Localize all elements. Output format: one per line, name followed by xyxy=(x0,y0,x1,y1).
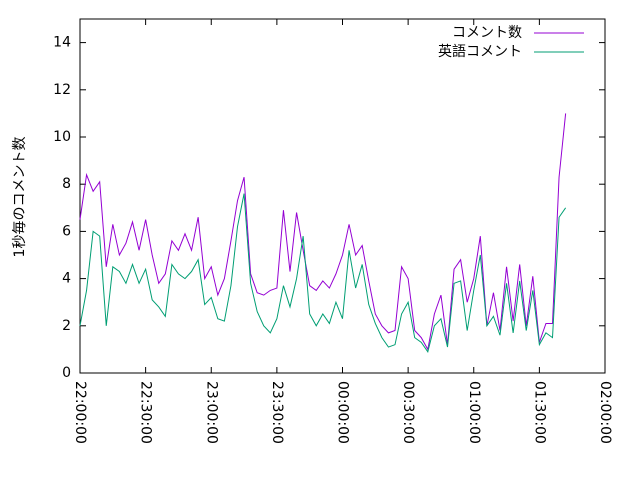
x-tick-label: 22:00:00 xyxy=(72,381,88,444)
x-tick-label: 02:00:00 xyxy=(597,381,613,444)
y-tick-label: 6 xyxy=(62,223,71,239)
x-tick-label: 00:30:00 xyxy=(400,381,416,444)
y-tick-label: 8 xyxy=(62,176,71,192)
y-tick-label: 0 xyxy=(62,365,71,381)
x-tick-label: 01:30:00 xyxy=(531,381,547,444)
plot-frame xyxy=(79,18,606,374)
x-tick-label: 01:00:00 xyxy=(466,381,482,444)
y-tick-label: 4 xyxy=(62,271,71,287)
y-tick-label: 12 xyxy=(53,82,71,98)
y-tick-label: 2 xyxy=(62,318,71,334)
series-line xyxy=(79,113,567,351)
y-axis-label: 1秒毎のコメント数 xyxy=(12,137,28,258)
legend-label: コメント数 xyxy=(452,25,522,41)
series-line xyxy=(79,193,567,353)
x-tick-label: 22:30:00 xyxy=(138,381,154,444)
x-tick-label: 23:30:00 xyxy=(269,381,285,444)
y-tick-label: 14 xyxy=(53,35,71,51)
x-tick-label: 00:00:00 xyxy=(335,381,351,444)
x-tick-label: 23:00:00 xyxy=(203,381,219,444)
legend-label: 英語コメント xyxy=(438,43,522,60)
y-tick-label: 10 xyxy=(53,129,71,145)
